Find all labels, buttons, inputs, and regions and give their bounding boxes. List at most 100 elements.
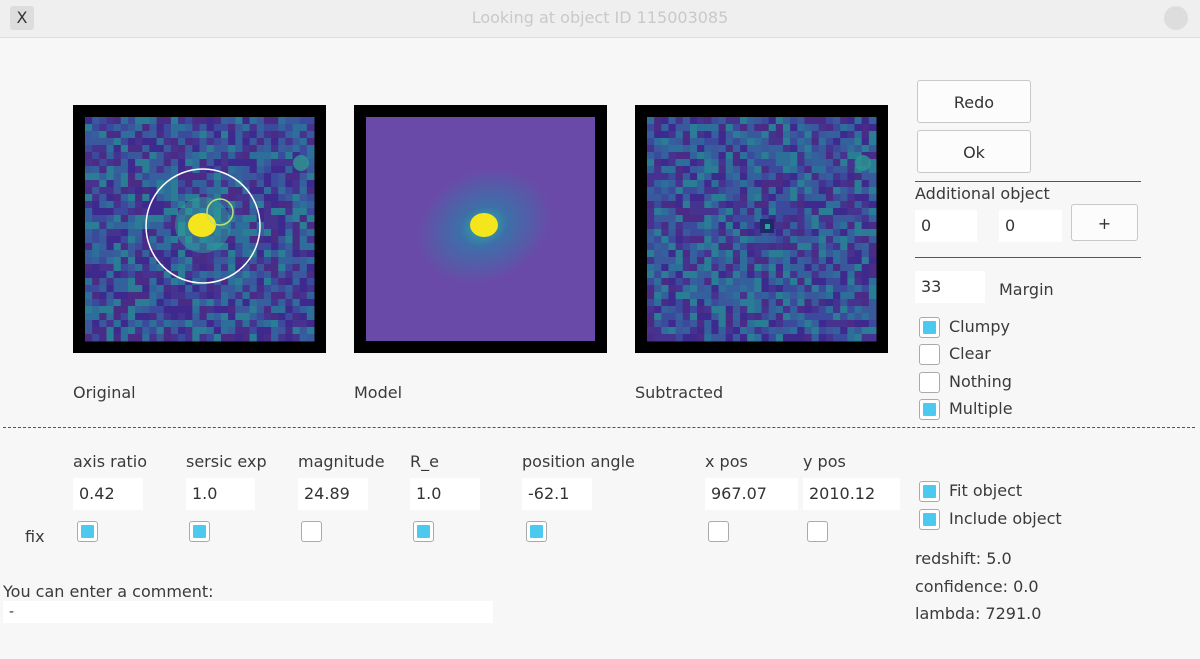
image-pixel [818, 201, 827, 209]
image-pixel [85, 327, 93, 335]
image-pixel [220, 299, 229, 307]
fix-checkbox[interactable] [807, 521, 828, 542]
fix-checkbox[interactable] [526, 521, 547, 542]
param-input[interactable]: 0.42 [73, 478, 143, 510]
image-pixel [647, 117, 655, 125]
fix-checkbox[interactable] [301, 521, 322, 542]
image-pixel [285, 201, 294, 209]
image-pixel [135, 250, 143, 258]
fix-checkbox[interactable] [708, 521, 729, 542]
image-pixel [818, 285, 827, 293]
image-pixel [711, 208, 720, 216]
image-pixel [797, 159, 805, 167]
image-pixel [120, 208, 129, 216]
image-pixel [854, 278, 863, 286]
image-pixel [654, 299, 662, 307]
image-pixel [782, 264, 791, 272]
image-pixel [292, 320, 301, 328]
fix-checkbox[interactable] [189, 521, 210, 542]
image-pixel [782, 306, 791, 314]
image-pixel [654, 327, 662, 335]
image-pixel [754, 180, 762, 188]
fit-checkbox[interactable] [919, 509, 940, 530]
image-pixel [790, 194, 798, 202]
image-pixel [704, 236, 712, 244]
image-pixel [178, 285, 186, 293]
image-pixel [868, 145, 877, 153]
image-pixel [761, 208, 770, 216]
image-pixel [761, 138, 770, 146]
image-pixel [271, 313, 279, 321]
image-pixel [782, 152, 791, 160]
fix-checkbox[interactable] [77, 521, 98, 542]
param-input[interactable]: 967.07 [705, 478, 798, 510]
image-pixel [156, 208, 165, 216]
image-pixel [761, 187, 770, 195]
image-pixel [711, 243, 720, 251]
image-pixel [732, 285, 741, 293]
param-input[interactable]: 24.89 [298, 478, 368, 510]
image-pixel [256, 320, 265, 328]
image-pixel [256, 250, 265, 258]
image-pixel [797, 145, 805, 153]
image-pixel [278, 278, 286, 286]
redo-button[interactable]: Redo [917, 80, 1031, 123]
param-input[interactable]: 1.0 [186, 478, 255, 510]
image-pixel [156, 117, 165, 125]
margin-input[interactable]: 33 [915, 271, 985, 303]
image-pixel [213, 250, 222, 258]
image-pixel [85, 306, 93, 314]
fix-checkbox[interactable] [413, 521, 434, 542]
image-pixel [825, 271, 834, 279]
image-pixel [206, 313, 215, 321]
image-pixel [761, 306, 770, 314]
image-pixel [775, 152, 784, 160]
additional-y-input[interactable]: 0 [999, 210, 1062, 242]
image-pixel [704, 292, 712, 300]
image-pixel [661, 222, 669, 230]
image-pixel [292, 208, 301, 216]
image-pixel [292, 271, 301, 279]
image-pixel [192, 306, 200, 314]
image-pixel [775, 166, 784, 174]
image-pixel [299, 271, 308, 279]
image-pixel [654, 229, 662, 237]
param-input[interactable]: -62.1 [522, 478, 592, 510]
fit-checkbox[interactable] [919, 481, 940, 502]
image-pixel [170, 145, 179, 153]
image-pixel [704, 215, 712, 223]
image-pixel [825, 250, 834, 258]
image-pixel [868, 138, 877, 146]
image-pixel [299, 313, 308, 321]
image-pixel [818, 124, 827, 132]
image-pixel [106, 152, 115, 160]
image-pixel [235, 215, 243, 223]
flag-checkbox[interactable] [919, 317, 940, 338]
image-pixel [142, 271, 150, 279]
image-pixel [127, 313, 136, 321]
close-button[interactable] [1164, 6, 1188, 30]
image-pixel [99, 208, 107, 216]
image-pixel [704, 306, 712, 314]
image-pixel [120, 327, 129, 335]
flag-checkbox[interactable] [919, 371, 940, 393]
flag-checkbox[interactable] [919, 398, 940, 420]
add-button[interactable]: + [1071, 204, 1138, 241]
param-input[interactable]: 1.0 [410, 478, 480, 510]
image-pixel [135, 180, 143, 188]
image-pixel [249, 152, 258, 160]
image-pixel [113, 173, 122, 181]
param-input[interactable]: 2010.12 [803, 478, 900, 510]
image-pixel [833, 208, 841, 216]
image-pixel [647, 131, 655, 139]
ok-button[interactable]: Ok [917, 130, 1031, 173]
flag-checkbox[interactable] [919, 344, 940, 366]
image-pixel [861, 201, 870, 209]
image-pixel [199, 124, 208, 132]
image-pixel [661, 327, 669, 335]
comment-input[interactable]: - [3, 601, 493, 623]
image-pixel [718, 271, 727, 279]
image-pixel [242, 292, 251, 300]
additional-x-input[interactable]: 0 [915, 210, 977, 242]
image-pixel [818, 166, 827, 174]
